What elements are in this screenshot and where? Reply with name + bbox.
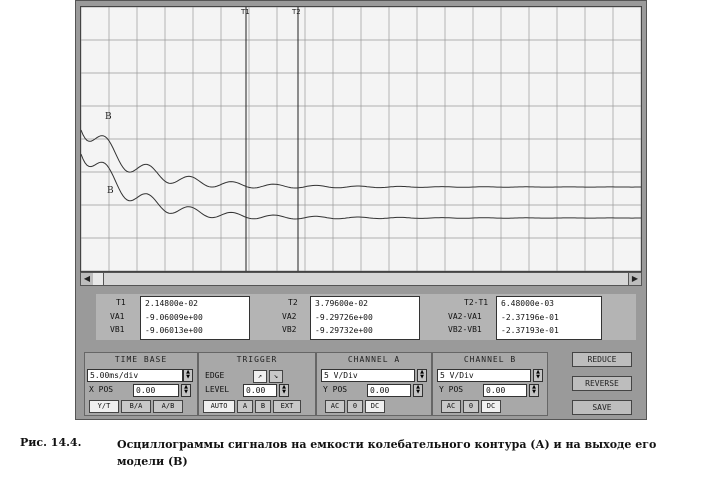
readout-va1-label: VA1: [110, 312, 125, 321]
readout-t1-label: T1: [116, 298, 126, 307]
waveform-display: T1 T2 B B: [81, 7, 641, 271]
readout-vb2-label: VB2: [282, 325, 297, 334]
level-spinner-icon[interactable]: ▲ ▼: [279, 384, 289, 397]
channel-a-ypos-spinner-icon[interactable]: ▲ ▼: [413, 384, 423, 397]
reverse-button[interactable]: REVERSE: [572, 376, 632, 391]
edge-label: EDGE: [205, 371, 225, 380]
channel-a-ypos-label: Y POS: [323, 385, 348, 394]
channel-a-ypos-input[interactable]: 0.00: [367, 384, 411, 397]
channel-b-ypos-input[interactable]: 0.00: [483, 384, 527, 397]
channel-b-ypos-spinner-icon[interactable]: ▲ ▼: [529, 384, 539, 397]
readout-dva: -2.37196e-01: [501, 313, 559, 322]
readout-va2: -9.29726e+00: [315, 313, 373, 322]
readout-va2-label: VA2: [282, 312, 297, 321]
channel-b-ac-button[interactable]: AC: [441, 400, 461, 413]
trace-b-label: B: [107, 186, 114, 196]
channel-a-panel: CHANNEL A 5 V/Div ▲ ▼ Y POS 0.00 ▲ ▼ AC 0 …: [316, 352, 432, 416]
mode-ab-button[interactable]: A/B: [153, 400, 183, 413]
trace-a-label: B: [105, 112, 112, 122]
readout-dt-label: T2-T1: [464, 298, 489, 307]
readout-va1: -9.06009e+00: [145, 313, 203, 322]
trace-channel-a: [81, 129, 641, 189]
readout-diff-box: 6.48000e-03 -2.37196e-01 -2.37193e-01: [496, 296, 602, 340]
channel-b-panel: CHANNEL B 5 V/Div ▲ ▼ Y POS 0.00 ▲ ▼ AC 0 …: [432, 352, 548, 416]
x-pos-input[interactable]: 0.00: [133, 384, 179, 397]
readout-dt: 6.48000e-03: [501, 299, 554, 308]
readout-vb1-label: VB1: [110, 325, 125, 334]
trigger-b-button[interactable]: B: [255, 400, 271, 413]
scroll-thumb[interactable]: [93, 273, 104, 285]
caption-number: Рис. 14.4.: [20, 436, 82, 449]
horizontal-scrollbar[interactable]: ◀ ▶: [80, 272, 642, 286]
scroll-right-icon[interactable]: ▶: [628, 273, 641, 285]
channel-a-ac-button[interactable]: AC: [325, 400, 345, 413]
cursor-1-marker[interactable]: T1: [240, 8, 250, 16]
cursor-readout-panel: T1 VA1 VB1 2.14800e-02 -9.06009e+00 -9.0…: [96, 294, 636, 340]
readout-dvb: -2.37193e-01: [501, 326, 559, 335]
channel-a-title: CHANNEL A: [347, 355, 401, 364]
time-base-input[interactable]: 5.00ms/div: [87, 369, 183, 382]
channel-b-title: CHANNEL B: [463, 355, 517, 364]
oscilloscope-screen: T1 T2 B B: [80, 6, 642, 272]
channel-b-scale-spinner-icon[interactable]: ▲ ▼: [533, 369, 543, 382]
trigger-ext-button[interactable]: EXT: [273, 400, 301, 413]
channel-a-dc-button[interactable]: DC: [365, 400, 385, 413]
readout-t2: 3.79600e-02: [315, 299, 368, 308]
caption-text: Осциллограммы сигналов на емкости колеба…: [117, 438, 657, 468]
trigger-panel: TRIGGER EDGE ↗ ↘ LEVEL 0.00 ▲ ▼ AUTO A B …: [198, 352, 316, 416]
channel-b-ypos-label: Y POS: [439, 385, 464, 394]
readout-dvb-label: VB2-VB1: [448, 325, 482, 334]
channel-b-zero-button[interactable]: 0: [463, 400, 479, 413]
readout-cursor2-box: 3.79600e-02 -9.29726e+00 -9.29732e+00: [310, 296, 420, 340]
save-button[interactable]: SAVE: [572, 400, 632, 415]
time-base-panel: TIME BASE 5.00ms/div ▲ ▼ X POS 0.00 ▲ ▼ Y/…: [84, 352, 198, 416]
x-pos-spinner-icon[interactable]: ▲ ▼: [181, 384, 191, 397]
trigger-a-button[interactable]: A: [237, 400, 253, 413]
channel-a-scale-input[interactable]: 5 V/Div: [321, 369, 415, 382]
x-pos-label: X POS: [89, 385, 114, 394]
cursor-2-marker[interactable]: T2: [291, 8, 301, 16]
level-input[interactable]: 0.00: [243, 384, 277, 397]
time-base-title: TIME BASE: [114, 355, 168, 364]
readout-cursor1-box: 2.14800e-02 -9.06009e+00 -9.06013e+00: [140, 296, 250, 340]
trace-channel-b: [81, 153, 641, 220]
edge-rising-button[interactable]: ↗: [253, 370, 267, 383]
channel-b-scale-input[interactable]: 5 V/Div: [437, 369, 531, 382]
trigger-title: TRIGGER: [236, 355, 278, 364]
level-label: LEVEL: [205, 385, 230, 394]
mode-yt-button[interactable]: Y/T: [89, 400, 119, 413]
readout-t1: 2.14800e-02: [145, 299, 198, 308]
channel-a-zero-button[interactable]: 0: [347, 400, 363, 413]
channel-b-dc-button[interactable]: DC: [481, 400, 501, 413]
edge-falling-button[interactable]: ↘: [269, 370, 283, 383]
readout-vb1: -9.06013e+00: [145, 326, 203, 335]
time-base-spinner-icon[interactable]: ▲ ▼: [183, 369, 193, 382]
readout-vb2: -9.29732e+00: [315, 326, 373, 335]
reduce-button[interactable]: REDUCE: [572, 352, 632, 367]
readout-t2-label: T2: [288, 298, 298, 307]
readout-dva-label: VA2-VA1: [448, 312, 482, 321]
mode-ba-button[interactable]: B/A: [121, 400, 151, 413]
channel-a-scale-spinner-icon[interactable]: ▲ ▼: [417, 369, 427, 382]
grid: [81, 7, 641, 271]
trigger-auto-button[interactable]: AUTO: [203, 400, 235, 413]
